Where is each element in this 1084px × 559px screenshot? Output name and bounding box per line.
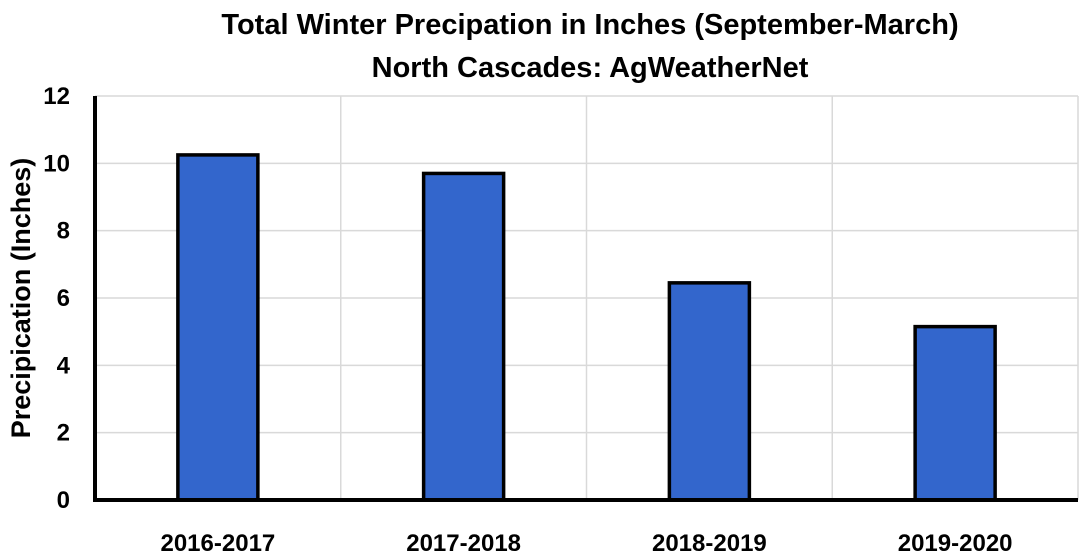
- y-tick-label: 6: [57, 285, 70, 312]
- y-tick-label: 12: [43, 83, 70, 110]
- y-tick-label: 0: [57, 487, 70, 514]
- y-tick-label: 8: [57, 218, 70, 245]
- x-tick-label: 2017-2018: [406, 530, 521, 557]
- x-tick-label: 2019-2020: [898, 530, 1013, 557]
- x-tick-label: 2016-2017: [160, 530, 275, 557]
- chart-title: Total Winter Precipation in Inches (Sept…: [221, 9, 958, 41]
- y-tick-label: 2: [57, 420, 70, 447]
- bar-2019-2020: [913, 324, 997, 502]
- bar-2017-2018: [421, 171, 506, 502]
- y-axis-label: Precipication (Inches): [6, 158, 36, 439]
- chart-subtitle: North Cascades: AgWeatherNet: [372, 52, 809, 84]
- x-tick-label: 2018-2019: [652, 530, 767, 557]
- bar-2016-2017: [176, 153, 260, 502]
- bar-2018-2019: [667, 281, 752, 502]
- y-tick-label: 10: [43, 150, 70, 177]
- y-tick-label: 4: [57, 352, 71, 379]
- x-tick-labels: 2016-2017 2017-2018 2018-2019 2019-2020: [160, 530, 1012, 557]
- y-tick-labels: 0 2 4 6 8 10 12: [43, 83, 70, 514]
